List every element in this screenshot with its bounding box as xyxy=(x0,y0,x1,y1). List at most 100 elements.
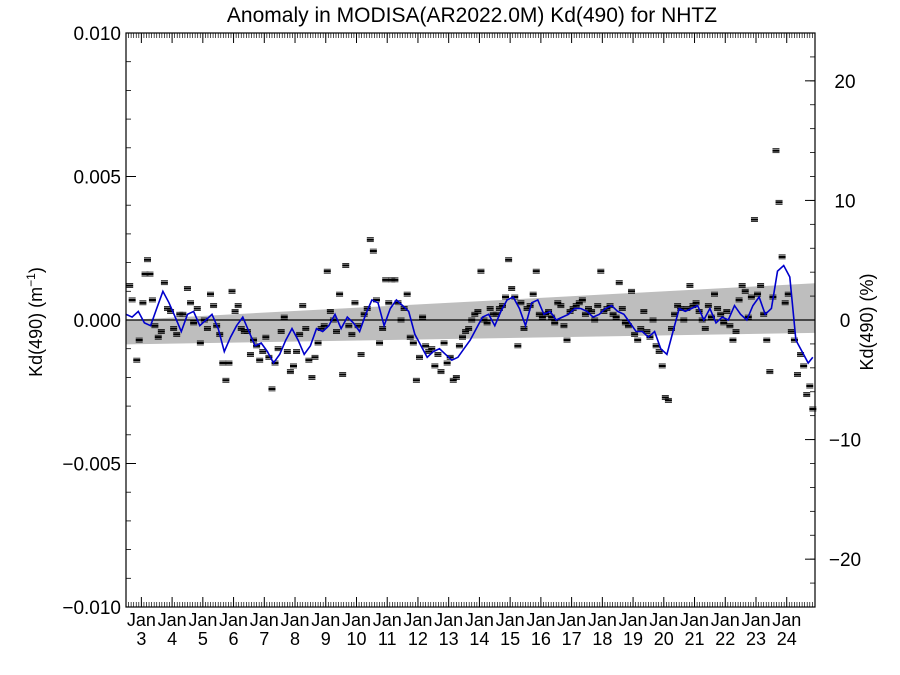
data-point xyxy=(409,340,417,346)
data-point xyxy=(754,291,762,297)
data-point xyxy=(296,331,304,337)
y-tick-label-left: 0.000 xyxy=(73,311,121,332)
data-point xyxy=(369,248,377,254)
data-point xyxy=(268,386,276,392)
data-point xyxy=(440,340,448,346)
data-point xyxy=(634,337,642,343)
data-point xyxy=(649,317,657,323)
data-point xyxy=(686,283,694,288)
data-point xyxy=(157,329,165,334)
data-point xyxy=(664,397,672,403)
data-point xyxy=(283,349,291,354)
data-point xyxy=(146,271,154,277)
data-point xyxy=(219,360,227,366)
data-point xyxy=(618,306,626,311)
x-tick-label-month: Jan xyxy=(741,610,770,630)
y-tick-label-left: −0.010 xyxy=(62,598,121,619)
data-point xyxy=(437,369,445,375)
y-tick-label-right: 20 xyxy=(834,72,855,93)
x-tick-label-year: 13 xyxy=(439,629,459,649)
x-tick-label-month: Jan xyxy=(373,610,402,630)
x-tick-label-year: 5 xyxy=(198,629,208,649)
data-point xyxy=(314,340,322,346)
y-axis-label-right: Kd(490) (%) xyxy=(857,273,877,370)
data-point xyxy=(803,392,811,398)
data-point xyxy=(376,340,384,346)
data-point xyxy=(262,334,270,340)
data-point xyxy=(701,326,709,332)
x-tick-label-year: 9 xyxy=(321,629,331,649)
data-point xyxy=(333,329,341,334)
x-tick-label-year: 6 xyxy=(229,629,239,649)
x-tick-label-year: 24 xyxy=(777,629,797,649)
x-tick-label-year: 4 xyxy=(167,629,177,649)
data-point xyxy=(183,286,191,291)
data-point xyxy=(148,297,156,303)
data-point xyxy=(468,317,476,323)
data-point xyxy=(403,291,411,297)
x-tick-label-month: Jan xyxy=(619,610,648,630)
x-tick-label-month: Jan xyxy=(649,610,678,630)
data-point xyxy=(508,286,516,291)
data-point xyxy=(532,268,540,274)
data-point xyxy=(348,331,356,337)
data-point xyxy=(139,300,147,306)
data-point xyxy=(187,300,195,306)
data-point xyxy=(228,288,236,294)
data-point xyxy=(170,326,178,332)
data-point xyxy=(517,300,525,306)
x-tick-label-month: Jan xyxy=(403,610,432,630)
y-tick-label-left: 0.010 xyxy=(73,24,121,45)
x-tick-label-month: Jan xyxy=(188,610,217,630)
data-point xyxy=(422,343,430,349)
data-point xyxy=(717,311,725,317)
data-point xyxy=(474,308,482,314)
data-point xyxy=(234,303,242,309)
x-tick-label-year: 7 xyxy=(259,629,269,649)
data-point xyxy=(477,268,485,274)
data-point xyxy=(775,199,783,205)
data-point xyxy=(163,306,171,311)
data-point xyxy=(133,357,141,363)
data-point xyxy=(277,329,285,334)
x-tick-label-month: Jan xyxy=(557,610,586,630)
data-point xyxy=(750,217,758,222)
y-tick-label-right: 0 xyxy=(840,311,851,332)
x-tick-label-year: 12 xyxy=(408,629,428,649)
data-point xyxy=(465,326,473,332)
data-point xyxy=(738,283,746,288)
y-tick-label-right: 10 xyxy=(834,191,855,212)
y-tick-label-right: −20 xyxy=(829,550,861,571)
data-point xyxy=(563,337,571,343)
data-point xyxy=(311,354,319,360)
x-tick-label-month: Jan xyxy=(158,610,187,630)
x-tick-label-year: 20 xyxy=(654,629,674,649)
data-point xyxy=(597,268,605,274)
data-point xyxy=(594,303,602,309)
x-tick-label-year: 10 xyxy=(346,629,366,649)
data-point xyxy=(128,297,136,303)
x-tick-label-year: 21 xyxy=(685,629,705,649)
x-tick-label-year: 16 xyxy=(531,629,551,649)
data-point xyxy=(144,257,152,263)
data-point xyxy=(766,369,774,375)
x-tick-label-month: Jan xyxy=(772,610,801,630)
data-points-layer xyxy=(126,148,817,412)
data-point xyxy=(772,148,780,154)
data-point xyxy=(551,320,559,326)
x-tick-label-year: 18 xyxy=(592,629,612,649)
data-point xyxy=(514,343,522,349)
data-point xyxy=(345,323,353,329)
data-point xyxy=(455,343,463,349)
data-point xyxy=(196,340,204,346)
x-tick-label-year: 14 xyxy=(469,629,489,649)
data-point xyxy=(631,331,639,337)
data-point xyxy=(560,323,568,329)
x-tick-label-month: Jan xyxy=(311,610,340,630)
data-point xyxy=(308,374,316,380)
data-point xyxy=(231,308,239,314)
data-point xyxy=(419,314,427,320)
x-tick-label-month: Jan xyxy=(588,610,617,630)
data-point xyxy=(434,352,442,357)
